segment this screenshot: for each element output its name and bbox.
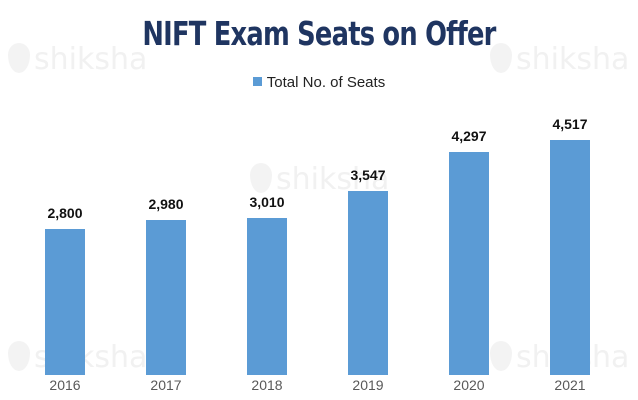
bar-2017	[146, 220, 186, 375]
bar-2016	[45, 229, 85, 375]
watermark-top-left: shiksha	[8, 42, 147, 77]
x-tick-2019: 2019	[352, 377, 384, 393]
data-label-2020: 4,297	[451, 128, 487, 144]
x-tick-2017: 2017	[150, 377, 182, 393]
x-tick-2020: 2020	[453, 377, 485, 393]
data-label-2021: 4,517	[552, 116, 588, 132]
x-tick-2018: 2018	[251, 377, 283, 393]
chart-title: NIFT Exam Seats on Offer	[142, 14, 496, 53]
legend-label: Total No. of Seats	[266, 74, 386, 91]
bar-2020	[449, 152, 489, 375]
data-label-2016: 2,800	[47, 205, 83, 221]
watermark-top-right: shiksha	[490, 42, 629, 77]
legend-swatch-icon	[252, 77, 262, 86]
data-label-2017: 2,980	[148, 196, 184, 212]
bar-2021	[550, 140, 590, 375]
data-label-2019: 3,547	[350, 167, 386, 183]
bar-2019	[348, 191, 388, 375]
x-tick-2016: 2016	[49, 377, 81, 393]
data-label-2018: 3,010	[249, 194, 285, 210]
bar-2018	[247, 218, 287, 375]
legend: Total No. of Seats	[0, 74, 638, 91]
x-tick-2021: 2021	[554, 377, 586, 393]
